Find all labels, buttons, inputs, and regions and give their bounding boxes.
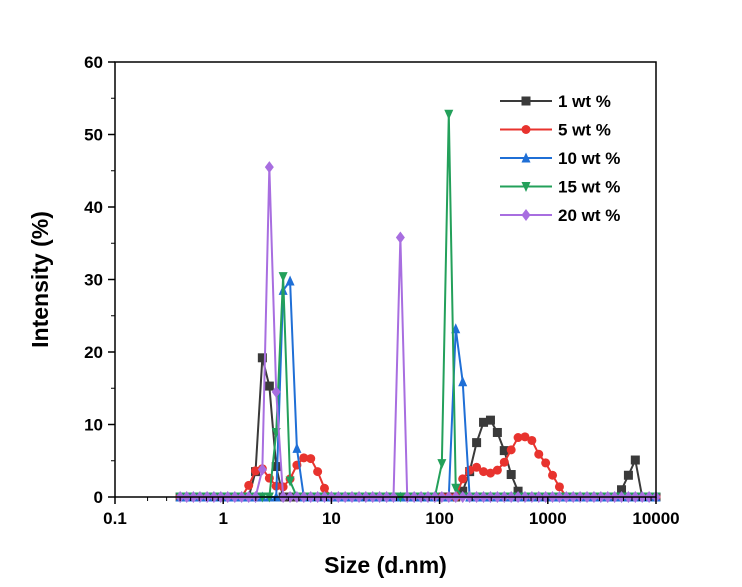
y-tick-label: 30 bbox=[84, 271, 103, 290]
data-point bbox=[527, 435, 537, 445]
series-line bbox=[180, 113, 656, 498]
x-axis-title: Size (d.nm) bbox=[324, 552, 447, 578]
x-tick-label: 10 bbox=[322, 509, 341, 528]
data-point bbox=[264, 161, 274, 174]
legend-label: 20 wt % bbox=[558, 206, 620, 225]
y-tick-label: 40 bbox=[84, 198, 103, 217]
data-point bbox=[479, 467, 489, 477]
data-point bbox=[506, 445, 516, 455]
data-point bbox=[541, 458, 551, 468]
data-point bbox=[257, 463, 267, 476]
data-point bbox=[548, 470, 558, 480]
legend-entry: 10 wt % bbox=[500, 149, 620, 168]
legend-label: 1 wt % bbox=[558, 92, 611, 111]
series-2 bbox=[175, 432, 661, 502]
data-point bbox=[306, 454, 316, 464]
legend-marker bbox=[521, 125, 531, 134]
data-point bbox=[299, 453, 309, 463]
legend-marker bbox=[521, 152, 531, 163]
legend-entry: 1 wt % bbox=[500, 92, 611, 111]
data-point bbox=[630, 455, 640, 465]
x-tick-label: 1 bbox=[218, 509, 227, 528]
data-point bbox=[285, 476, 295, 487]
data-point bbox=[513, 433, 523, 443]
data-point bbox=[271, 385, 281, 398]
legend: 1 wt % 5 wt % 10 wt % 15 wt % 20 wt % bbox=[500, 92, 620, 225]
data-point bbox=[623, 470, 633, 480]
data-point bbox=[472, 438, 482, 448]
data-point bbox=[313, 467, 323, 477]
x-tick-label: 10000 bbox=[632, 509, 679, 528]
legend-marker bbox=[521, 96, 531, 106]
y-tick-label: 10 bbox=[84, 416, 103, 435]
series-line bbox=[180, 279, 656, 498]
x-tick-label: 100 bbox=[425, 509, 453, 528]
legend-marker bbox=[521, 182, 531, 192]
data-point bbox=[458, 376, 468, 387]
x-tick-label: 0.1 bbox=[103, 509, 127, 528]
data-point bbox=[499, 457, 509, 467]
data-point bbox=[264, 381, 274, 391]
data-point bbox=[292, 442, 302, 453]
data-point bbox=[458, 474, 468, 484]
legend-entry: 5 wt % bbox=[500, 121, 611, 140]
data-point bbox=[319, 483, 329, 493]
data-point bbox=[437, 459, 447, 470]
y-tick-label: 20 bbox=[84, 343, 103, 362]
y-axis-title: Intensity (%) bbox=[27, 211, 53, 348]
data-point bbox=[444, 109, 454, 120]
data-point bbox=[617, 485, 627, 495]
data-point bbox=[492, 427, 502, 437]
data-point bbox=[472, 462, 482, 472]
data-point bbox=[520, 432, 530, 442]
y-tick-label: 60 bbox=[84, 53, 103, 72]
data-point bbox=[257, 353, 267, 363]
legend-entry: 20 wt % bbox=[500, 206, 620, 225]
series-1 bbox=[175, 353, 661, 502]
series-layer bbox=[175, 109, 661, 503]
data-point bbox=[485, 415, 495, 425]
legend-entry: 15 wt % bbox=[500, 178, 620, 197]
y-tick-label: 50 bbox=[84, 126, 103, 145]
legend-marker bbox=[521, 209, 531, 221]
data-point bbox=[492, 465, 502, 475]
legend-label: 5 wt % bbox=[558, 121, 611, 140]
data-point bbox=[534, 449, 544, 459]
y-tick-label: 0 bbox=[94, 488, 103, 507]
data-point bbox=[485, 468, 495, 478]
data-point bbox=[244, 480, 254, 490]
data-point bbox=[251, 466, 261, 476]
data-point bbox=[506, 470, 516, 480]
legend-label: 15 wt % bbox=[558, 178, 620, 197]
legend-label: 10 wt % bbox=[558, 149, 620, 168]
data-point bbox=[395, 231, 405, 244]
x-tick-label: 1000 bbox=[529, 509, 567, 528]
data-point bbox=[451, 483, 461, 494]
data-point bbox=[499, 446, 509, 456]
ticks-layer: 0.1 1 10 100 1000 10000 0 10 20 30 40 50 60 bbox=[84, 53, 680, 528]
data-point bbox=[285, 275, 295, 286]
series-4 bbox=[175, 109, 661, 503]
data-point bbox=[479, 417, 489, 427]
series-3 bbox=[175, 275, 661, 502]
data-point bbox=[271, 462, 281, 472]
data-point bbox=[278, 272, 288, 283]
data-point bbox=[554, 482, 564, 492]
